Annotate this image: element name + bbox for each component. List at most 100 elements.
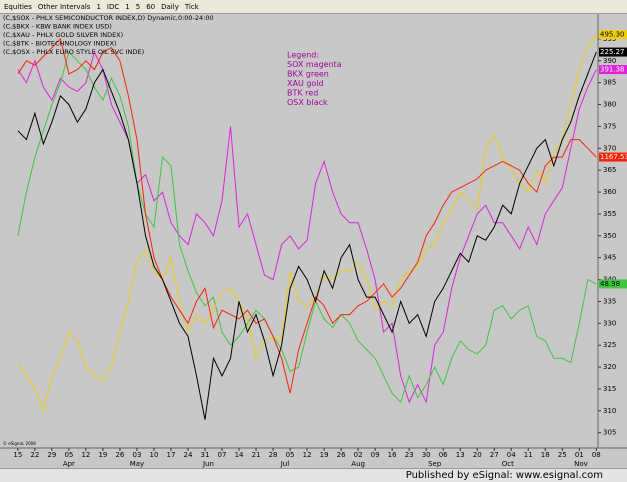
series-line <box>17 50 597 404</box>
x-tick-label: 21 <box>252 451 261 459</box>
x-tick-label: 27 <box>490 451 499 459</box>
x-tick-label: 25 <box>558 451 567 459</box>
toolbar-item[interactable]: 60 <box>146 2 156 11</box>
y-tick-label: 330 <box>603 319 616 327</box>
y-tick-label: 380 <box>603 101 616 109</box>
month-label: Jul <box>280 460 290 468</box>
copyright: © eSignal, 2008 <box>3 441 36 446</box>
x-tick-label: 29 <box>47 451 56 459</box>
x-tick-label: 09 <box>371 451 380 459</box>
y-tick-label: 385 <box>603 79 616 87</box>
y-tick-label: 375 <box>603 122 616 130</box>
last-value-box <box>599 65 627 75</box>
x-tick-label: 19 <box>320 451 329 459</box>
y-tick-label: 370 <box>603 144 616 152</box>
month-label: Sep <box>428 460 442 468</box>
x-tick-label: 15 <box>13 451 22 459</box>
x-tick-label: 19 <box>98 451 107 459</box>
last-value-label: 225.27 <box>600 48 625 56</box>
x-tick-label: 13 <box>456 451 465 459</box>
header-line: (C,$SOX - PHLX SEMICONDUCTOR INDEX,D) Dy… <box>3 14 214 22</box>
y-tick-label: 305 <box>603 429 616 437</box>
last-value-box <box>599 30 627 40</box>
last-value-label: 48.98 <box>600 280 620 288</box>
x-tick-label: 30 <box>422 451 431 459</box>
x-tick-label: 23 <box>405 451 414 459</box>
series-line <box>17 37 597 394</box>
x-tick-label: 24 <box>184 451 193 459</box>
header-line: (C,$XAU - PHLX GOLD SILVER INDEX) <box>3 31 123 39</box>
y-tick-label: 345 <box>603 254 616 262</box>
x-tick-label: 11 <box>524 451 533 459</box>
legend-entry: Legend: <box>287 51 319 60</box>
last-value-box <box>599 279 627 289</box>
x-tick-label: 03 <box>132 451 141 459</box>
last-value-box <box>599 47 627 57</box>
last-value-label: 391.38 <box>600 66 625 74</box>
x-tick-label: 02 <box>354 451 363 459</box>
x-tick-label: 26 <box>337 451 346 459</box>
y-tick-label: 335 <box>603 297 616 305</box>
toolbar-item[interactable]: Tick <box>184 2 199 11</box>
x-tick-label: 22 <box>30 451 39 459</box>
series-line <box>17 51 597 420</box>
plot-area <box>0 14 598 448</box>
x-tick-label: 31 <box>201 451 210 459</box>
footer: Published by eSignal: www.esignal.com <box>0 468 627 482</box>
toolbar-item[interactable]: 5 <box>135 2 141 11</box>
y-tick-label: 390 <box>603 57 616 65</box>
legend-entry: SOX magenta <box>287 60 342 69</box>
y-tick-label: 320 <box>603 363 616 371</box>
x-tick-label: 05 <box>286 451 295 459</box>
x-tick-label: 20 <box>473 451 482 459</box>
y-tick-label: 315 <box>603 385 616 393</box>
y-tick-label: 350 <box>603 232 616 240</box>
header-line: (C,$BKX - KBW BANK INDEX USD) <box>3 23 112 31</box>
toolbar: Equities Other Intervals 1 IDC 1 5 60 Daily Tick <box>0 0 627 14</box>
x-tick-label: 14 <box>235 451 244 459</box>
x-tick-label: 04 <box>507 451 516 459</box>
last-value-label: 495.30 <box>600 31 625 39</box>
month-label: Aug <box>351 460 365 468</box>
month-label: May <box>130 460 144 468</box>
x-tick-label: 12 <box>303 451 312 459</box>
y-tick-label: 355 <box>603 210 616 218</box>
legend-entry: BTK red <box>287 89 318 98</box>
month-label: Apr <box>63 460 75 468</box>
y-tick-label: 360 <box>603 188 616 196</box>
x-tick-label: 17 <box>167 451 176 459</box>
month-label: Jun <box>202 460 214 468</box>
legend-entry: OSX black <box>287 98 328 107</box>
x-tick-label: 10 <box>150 451 159 459</box>
x-tick-label: 01 <box>575 451 584 459</box>
x-tick-label: 18 <box>541 451 550 459</box>
toolbar-item[interactable]: Equities <box>4 2 32 11</box>
series-line <box>17 51 597 404</box>
toolbar-item[interactable]: 1 <box>96 2 101 11</box>
y-tick-label: 365 <box>603 166 616 174</box>
x-tick-label: 16 <box>388 451 397 459</box>
x-tick-label: 28 <box>269 451 278 459</box>
chart: 3053103153203253303353403453503553603653… <box>0 14 627 468</box>
legend-entry: XAU gold <box>287 79 324 88</box>
toolbar-item[interactable]: IDC <box>106 2 120 11</box>
y-tick-label: 310 <box>603 407 616 415</box>
last-value-box <box>599 152 627 162</box>
header-line: (C,$BTK - BIOTECHNOLOGY INDEX) <box>3 40 117 48</box>
toolbar-item[interactable]: 1 <box>125 2 130 11</box>
x-tick-label: 08 <box>592 451 601 459</box>
month-label: Nov <box>574 460 588 468</box>
toolbar-item[interactable]: Other Intervals <box>37 2 91 11</box>
legend-entry: BKX green <box>287 70 329 79</box>
x-tick-label: 05 <box>64 451 73 459</box>
x-tick-label: 06 <box>439 451 448 459</box>
x-tick-label: 07 <box>218 451 227 459</box>
x-tick-label: 12 <box>81 451 90 459</box>
x-tick-label: 26 <box>115 451 124 459</box>
month-label: Oct <box>502 460 514 468</box>
toolbar-item[interactable]: Daily <box>161 2 179 11</box>
header-line: (C,$OSX - PHLX EURO STYLE OIL SVC INDE) <box>3 48 144 56</box>
last-value-label: 1167.53 <box>600 153 627 161</box>
series-line <box>17 34 597 413</box>
